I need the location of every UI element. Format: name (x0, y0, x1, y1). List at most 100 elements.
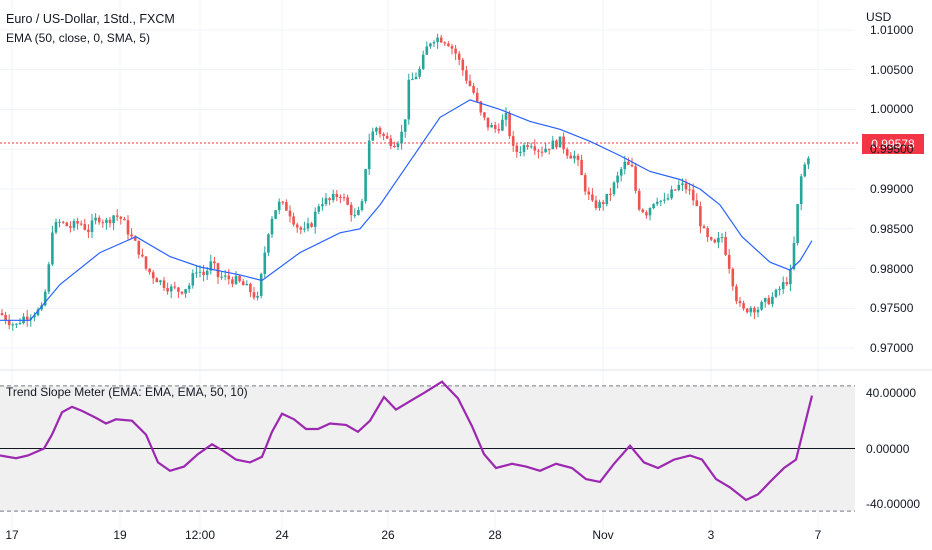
candle-body (274, 210, 277, 219)
candle-body (310, 223, 313, 227)
price-tick-label: 1.00000 (870, 102, 914, 117)
candle-body (209, 261, 213, 271)
candle-body (213, 261, 216, 264)
candle-body (598, 202, 601, 209)
candle-body (781, 282, 785, 290)
candle-body (666, 198, 670, 200)
time-tick-label: 19 (113, 528, 127, 542)
chart-title: Euro / US-Dollar, 1Std., FXCM (6, 12, 175, 26)
ema-line (0, 99, 813, 321)
candle-body (709, 237, 713, 240)
candle-body (36, 309, 40, 316)
candle-body (461, 59, 465, 71)
candle-body (324, 198, 328, 205)
candle-body (807, 158, 810, 165)
candle-body (11, 324, 15, 326)
candle-body (454, 48, 457, 54)
candle-body (252, 292, 256, 298)
oscillator-tick-label: -40.00000 (866, 497, 921, 512)
candle-body (540, 151, 544, 153)
candle-body (353, 214, 357, 216)
candle-body (670, 189, 673, 199)
candle-body (774, 289, 778, 297)
candle-body (735, 286, 738, 302)
candle-body (220, 276, 223, 278)
candle-body (277, 201, 281, 211)
candle-body (529, 146, 533, 148)
candle-body (583, 175, 587, 192)
candle-body (187, 285, 191, 290)
candle-body (4, 314, 7, 321)
candle-body (504, 112, 508, 120)
candle-body (357, 210, 360, 215)
candle-body (389, 138, 393, 146)
currency-label: USD (866, 10, 892, 24)
candle-body (745, 308, 749, 313)
candle-body (432, 42, 436, 44)
candle-body (393, 145, 396, 148)
candle-body (648, 208, 652, 216)
candle-body (112, 215, 115, 224)
candle-body (403, 119, 407, 132)
candle-body (94, 217, 97, 221)
candle-body (144, 256, 148, 269)
candle-body (767, 298, 771, 305)
candle-body (205, 270, 209, 275)
candle-body (317, 206, 321, 212)
candle-body (493, 124, 497, 129)
candle-body (778, 289, 781, 291)
candle-body (695, 200, 699, 207)
candle-body (569, 155, 573, 159)
candle-body (349, 204, 353, 216)
candle-body (360, 201, 364, 211)
candle-body (447, 43, 450, 47)
time-tick-label: 26 (381, 528, 395, 542)
candle-body (378, 127, 382, 134)
candle-body (580, 159, 583, 176)
candle-body (526, 145, 529, 148)
candle-body (436, 37, 439, 43)
candle-body (537, 150, 540, 152)
candle-body (25, 316, 29, 320)
candle-body (724, 237, 727, 255)
candle-body (720, 237, 724, 239)
candle-body (382, 133, 385, 136)
candle-body (522, 145, 526, 152)
candle-body (97, 217, 101, 223)
candlestick-series (0, 33, 810, 331)
candle-body (616, 175, 619, 183)
candle-body (796, 204, 799, 244)
candle-body (249, 283, 252, 293)
candle-body (742, 303, 745, 309)
time-tick-label: Nov (592, 528, 614, 542)
price-tick-label: 0.97500 (870, 301, 914, 316)
candle-body (713, 239, 717, 243)
candle-body (619, 169, 623, 176)
candle-body (652, 203, 655, 209)
candle-body (400, 131, 403, 144)
candle-body (706, 228, 709, 238)
candle-body (313, 211, 317, 227)
candle-body (105, 219, 108, 223)
candle-body (479, 101, 483, 113)
candle-body (490, 124, 493, 128)
candle-body (367, 140, 371, 170)
candle-body (328, 198, 331, 201)
candle-body (684, 183, 688, 190)
candle-body (555, 140, 558, 148)
candle-body (576, 155, 580, 160)
candle-body (177, 287, 180, 292)
candle-body (465, 70, 468, 81)
candle-body (785, 282, 789, 285)
time-tick-label: 12:00 (184, 528, 216, 542)
candle-body (594, 200, 598, 209)
candle-body (83, 224, 87, 230)
candle-body (245, 283, 249, 286)
candle-body (281, 201, 285, 203)
candle-body (7, 320, 11, 326)
time-tick-label: 7 (814, 528, 822, 542)
candle-body (411, 79, 414, 81)
candle-body (238, 275, 241, 282)
candle-body (375, 127, 378, 132)
